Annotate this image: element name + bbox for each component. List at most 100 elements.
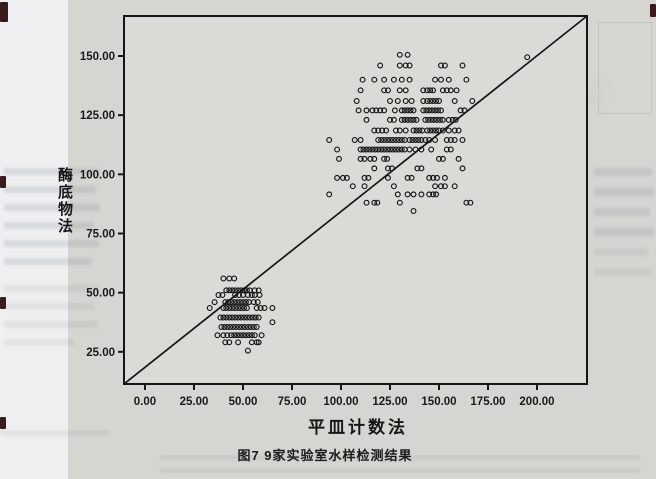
data-point-lower-cluster <box>224 332 231 339</box>
data-point-upper-cluster <box>396 87 403 94</box>
data-point-upper-cluster <box>412 137 419 143</box>
data-point-lower-cluster <box>238 305 244 311</box>
data-point-lower-cluster <box>222 299 229 306</box>
data-point-upper-cluster <box>401 116 408 123</box>
data-point-upper-cluster <box>422 116 429 123</box>
data-point-upper-cluster <box>353 98 360 104</box>
data-point-lower-cluster <box>218 324 225 330</box>
data-point-upper-cluster <box>404 51 411 58</box>
data-point-upper-cluster <box>430 127 437 134</box>
data-point-upper-cluster <box>407 116 414 123</box>
data-point-lower-cluster <box>243 314 250 321</box>
data-point-lower-cluster <box>236 324 243 330</box>
y-tick-label: 100.00 <box>80 169 115 181</box>
data-point-upper-cluster <box>378 146 385 153</box>
data-point-upper-cluster <box>436 155 442 162</box>
scan-edge-mark <box>0 2 8 22</box>
data-point-upper-cluster <box>451 137 458 143</box>
data-point-upper-cluster <box>381 137 388 143</box>
bleed-through-text <box>594 268 652 276</box>
data-point-upper-cluster <box>430 174 437 181</box>
data-point-upper-cluster <box>357 87 364 94</box>
data-point-upper-cluster <box>410 127 417 134</box>
data-point-upper-cluster <box>395 137 402 143</box>
data-point-lower-cluster <box>217 314 224 321</box>
data-point-upper-cluster <box>413 116 420 123</box>
data-point-lower-cluster <box>255 339 262 346</box>
data-point-lower-cluster <box>253 324 260 330</box>
data-point-upper-cluster <box>441 183 448 190</box>
data-point-upper-cluster <box>351 137 358 143</box>
x-tick-label: 200.00 <box>519 396 554 408</box>
data-point-upper-cluster <box>434 116 440 123</box>
data-point-upper-cluster <box>406 146 413 153</box>
data-point-upper-cluster <box>439 127 446 134</box>
data-point-lower-cluster <box>235 305 242 311</box>
data-point-upper-cluster <box>357 137 364 143</box>
data-point-upper-cluster <box>418 146 425 153</box>
data-point-upper-cluster <box>404 107 411 114</box>
bleed-through-text <box>4 186 96 193</box>
bleed-through-text <box>594 208 650 216</box>
data-point-upper-cluster <box>375 127 382 134</box>
data-point-upper-cluster <box>398 146 405 153</box>
data-point-lower-cluster <box>226 314 233 321</box>
data-point-upper-cluster <box>427 127 434 134</box>
data-point-upper-cluster <box>372 146 379 153</box>
data-point-upper-cluster <box>385 174 391 181</box>
y-axis-label: 酶底物法 <box>56 167 72 235</box>
data-point-lower-cluster <box>241 305 247 311</box>
bleed-through-rule <box>160 468 640 473</box>
data-point-lower-cluster <box>255 314 262 321</box>
data-point-upper-cluster <box>396 199 403 206</box>
data-point-upper-cluster <box>433 191 440 198</box>
x-tick-label: 125.00 <box>372 396 407 408</box>
data-point-lower-cluster <box>243 305 250 311</box>
data-point-lower-cluster <box>269 319 276 326</box>
data-point-upper-cluster <box>387 98 393 104</box>
data-point-lower-cluster <box>242 332 249 339</box>
data-point-upper-cluster <box>451 183 458 190</box>
data-point-upper-cluster <box>394 98 401 104</box>
data-point-upper-cluster <box>408 98 415 104</box>
data-point-upper-cluster <box>396 51 403 58</box>
data-point-upper-cluster <box>377 107 384 114</box>
data-point-lower-cluster <box>250 324 257 330</box>
data-point-upper-cluster <box>336 155 342 162</box>
data-point-lower-cluster <box>225 299 232 306</box>
data-point-lower-cluster <box>241 314 247 321</box>
data-point-upper-cluster <box>441 174 448 181</box>
data-point-lower-cluster <box>240 299 246 306</box>
data-point-upper-cluster <box>367 155 374 162</box>
plot-frame <box>123 15 588 385</box>
data-point-upper-cluster <box>445 76 452 83</box>
data-point-upper-cluster <box>406 62 413 69</box>
data-point-upper-cluster <box>410 116 417 123</box>
data-point-upper-cluster <box>379 127 386 134</box>
data-point-upper-cluster <box>363 199 370 206</box>
data-point-upper-cluster <box>381 146 388 153</box>
data-point-upper-cluster <box>343 174 350 181</box>
data-point-outlier <box>524 54 531 61</box>
data-point-upper-cluster <box>427 98 434 104</box>
data-point-lower-cluster <box>238 287 244 294</box>
data-point-upper-cluster <box>410 107 417 114</box>
data-point-upper-cluster <box>447 87 454 94</box>
bleed-through-text <box>4 339 74 346</box>
data-point-upper-cluster <box>439 155 446 162</box>
data-point-lower-cluster <box>231 299 238 306</box>
data-point-upper-cluster <box>398 116 405 123</box>
data-point-lower-cluster <box>245 332 252 339</box>
figure-caption: 图7 9家实验室水样检测结果 <box>237 448 413 463</box>
data-point-upper-cluster <box>402 98 409 104</box>
data-point-upper-cluster <box>416 127 423 134</box>
data-point-upper-cluster <box>371 155 378 162</box>
data-point-upper-cluster <box>404 116 411 123</box>
data-point-upper-cluster <box>429 107 436 114</box>
data-point-lower-cluster <box>206 305 213 311</box>
data-point-lower-cluster <box>248 332 255 339</box>
data-point-upper-cluster <box>424 127 431 134</box>
data-point-upper-cluster <box>447 146 454 153</box>
data-point-upper-cluster <box>340 174 346 181</box>
data-point-upper-cluster <box>369 146 376 153</box>
